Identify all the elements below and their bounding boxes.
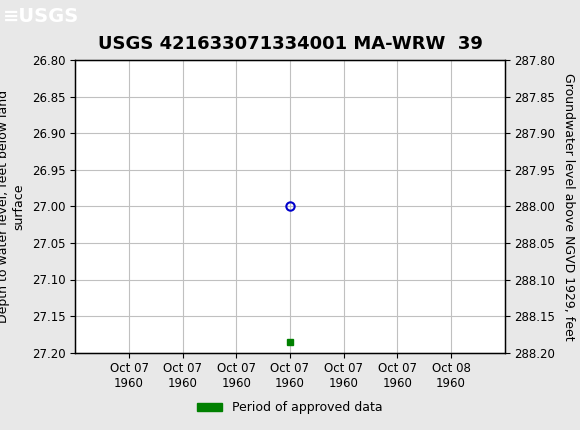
Text: ≡USGS: ≡USGS [3,6,79,26]
Legend: Period of approved data: Period of approved data [192,396,388,419]
Y-axis label: Depth to water level, feet below land
surface: Depth to water level, feet below land su… [0,90,25,323]
Y-axis label: Groundwater level above NGVD 1929, feet: Groundwater level above NGVD 1929, feet [562,73,575,340]
Title: USGS 421633071334001 MA-WRW  39: USGS 421633071334001 MA-WRW 39 [97,35,483,53]
